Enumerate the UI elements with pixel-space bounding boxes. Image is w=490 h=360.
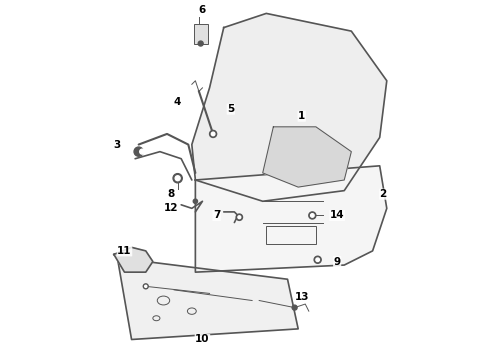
Circle shape: [134, 147, 143, 156]
Text: 5: 5: [227, 104, 234, 114]
Circle shape: [236, 214, 243, 220]
Polygon shape: [196, 166, 387, 272]
Text: 12: 12: [163, 203, 178, 213]
Text: 4: 4: [174, 97, 181, 107]
Circle shape: [311, 214, 314, 217]
Circle shape: [210, 130, 217, 138]
Circle shape: [292, 305, 297, 310]
Circle shape: [143, 284, 148, 289]
Text: 6: 6: [199, 5, 206, 15]
Circle shape: [173, 174, 182, 183]
Circle shape: [238, 216, 241, 219]
Text: 8: 8: [167, 189, 174, 199]
Text: 10: 10: [195, 334, 210, 345]
Circle shape: [309, 212, 316, 219]
Text: 9: 9: [334, 257, 341, 266]
Polygon shape: [114, 247, 153, 272]
Text: 7: 7: [213, 211, 220, 220]
Text: 1: 1: [298, 111, 305, 121]
Circle shape: [145, 285, 147, 287]
Circle shape: [175, 176, 180, 181]
Bar: [194, 24, 208, 44]
Text: 13: 13: [294, 292, 309, 302]
Text: 14: 14: [330, 211, 344, 220]
Circle shape: [316, 258, 319, 261]
Polygon shape: [118, 258, 298, 339]
Text: 2: 2: [380, 189, 387, 199]
Polygon shape: [263, 127, 351, 187]
Circle shape: [198, 41, 203, 46]
Circle shape: [211, 132, 215, 136]
Bar: [266, 226, 316, 244]
Polygon shape: [192, 13, 387, 201]
Text: 3: 3: [114, 140, 121, 149]
Circle shape: [193, 199, 197, 203]
Circle shape: [140, 149, 145, 154]
Circle shape: [314, 256, 321, 263]
Text: 11: 11: [117, 246, 132, 256]
